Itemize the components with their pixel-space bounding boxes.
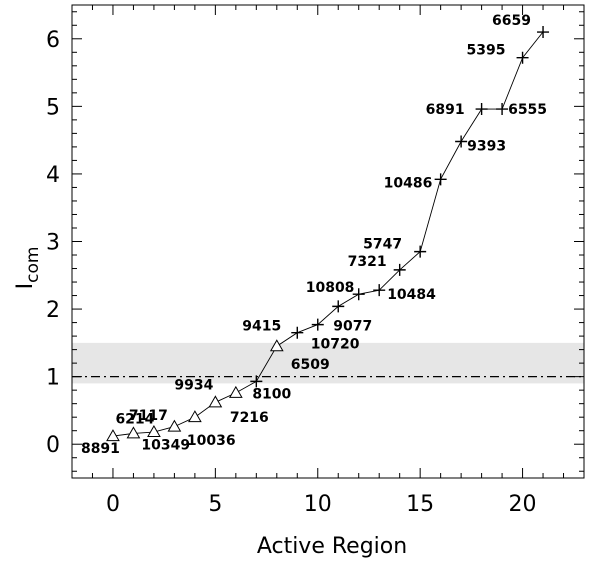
data-point-plus — [496, 103, 509, 116]
series-line-layer — [112, 31, 544, 437]
data-point-triangle — [208, 395, 223, 408]
y-tick-label: 1 — [46, 366, 60, 391]
data-point-plus — [537, 26, 550, 39]
data-point-label: 8891 — [81, 441, 120, 457]
data-point-label: 6509 — [291, 357, 330, 373]
data-point-label: 7216 — [230, 410, 269, 426]
data-point-plus — [373, 284, 386, 297]
plot-frame — [71, 4, 585, 479]
x-tick-label: 20 — [509, 492, 537, 517]
x-tick-label: 5 — [208, 492, 222, 517]
data-point-label: 6214 — [115, 411, 154, 427]
data-point-triangle — [167, 419, 182, 432]
data-point-label: 8100 — [252, 386, 291, 402]
data-point-plus — [414, 245, 427, 258]
data-point-label: 10720 — [311, 337, 360, 353]
x-axis-label: Active Region — [257, 534, 407, 559]
data-point-triangle — [188, 410, 202, 423]
data-point-label: 6659 — [492, 13, 531, 29]
series-line — [112, 31, 544, 437]
y-tick-label: 2 — [46, 298, 60, 323]
data-point-plus — [455, 135, 468, 148]
data-point-label: 6891 — [426, 102, 465, 118]
x-tick-label: 10 — [304, 492, 332, 517]
data-point-plus — [393, 263, 406, 276]
data-point-label: 5747 — [363, 237, 402, 253]
y-tick-label: 4 — [46, 163, 60, 188]
data-point-plus — [332, 300, 345, 313]
data-point-plus — [475, 103, 488, 116]
data-point-label: 10808 — [306, 280, 355, 296]
data-point-triangle — [106, 429, 120, 442]
data-point-triangle — [228, 385, 243, 398]
data-point-plus — [434, 173, 447, 186]
data-point-label: 10349 — [141, 438, 190, 454]
data-point-label: 7117 — [129, 408, 168, 424]
data-point-label: 7321 — [348, 254, 387, 270]
data-point-plus — [311, 318, 324, 331]
data-point-plus — [291, 326, 304, 339]
y-tick-label: 0 — [46, 433, 60, 458]
y-axis-label-sub: com — [23, 247, 43, 283]
data-point-label: 10036 — [187, 433, 236, 449]
axes-layer — [71, 4, 585, 479]
data-point-label: 10486 — [384, 175, 433, 191]
data-point-triangle — [269, 339, 284, 352]
data-point-label: 10484 — [387, 287, 436, 303]
marker-layer — [106, 26, 550, 442]
data-point-triangle — [147, 425, 161, 438]
data-point-triangle — [126, 426, 141, 439]
x-tick-label: 15 — [406, 492, 434, 517]
data-point-plus — [516, 51, 529, 64]
data-point-label: 6555 — [508, 102, 547, 118]
data-point-label: 5395 — [467, 43, 506, 59]
tick-label-layer: 0 5 10 15 20 0 1 2 3 4 5 6 — [46, 28, 537, 517]
x-tick-label: 0 — [106, 492, 120, 517]
data-point-label: 9934 — [174, 377, 213, 393]
y-axis-label: Icom — [13, 247, 43, 290]
y-tick-label: 5 — [46, 95, 60, 120]
data-point-label: 9393 — [467, 138, 506, 154]
data-point-label: 9077 — [333, 318, 372, 334]
y-tick-label: 6 — [46, 28, 60, 53]
y-axis-label-main: I — [13, 283, 38, 290]
data-point-plus — [352, 288, 365, 301]
data-point-plus — [250, 375, 263, 388]
data-point-label: 9415 — [242, 319, 281, 335]
y-tick-label: 3 — [46, 231, 60, 256]
